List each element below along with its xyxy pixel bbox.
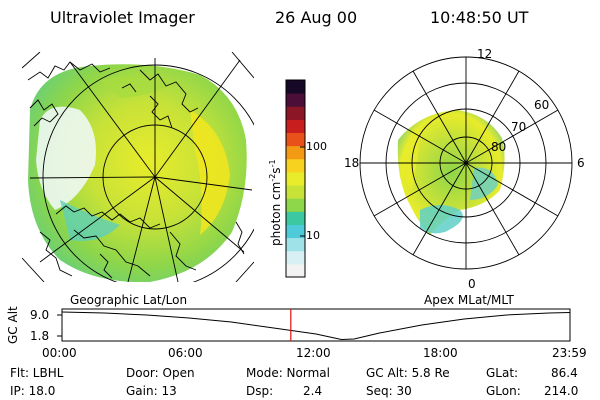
color-bar-ticks	[300, 146, 305, 237]
ip-info: IP: 18.0	[10, 384, 56, 398]
aurora-image-left	[28, 64, 247, 282]
colorbar-swatch	[286, 211, 305, 225]
mlt-label-0: 0	[468, 277, 476, 291]
instrument-title: Ultraviolet Imager	[50, 8, 195, 27]
glon-value: 214.0	[544, 384, 579, 398]
mlat-label-70: 70	[511, 120, 527, 134]
colorbar-swatch	[286, 106, 305, 120]
apex-caption: Apex MLat/MLT	[424, 293, 514, 307]
aurora-image-right	[397, 110, 505, 235]
colorbar-tick-100: 100	[306, 140, 327, 153]
geographic-caption: Geographic Lat/Lon	[70, 293, 188, 307]
date-label: 26 Aug 00	[275, 8, 358, 27]
door-info: Door: Open	[126, 366, 195, 380]
dsp-value: 2.4	[303, 384, 323, 398]
y-tick-1-8: 1.8	[30, 329, 50, 343]
mlt-label-12: 12	[477, 47, 493, 61]
mlat-label-60: 60	[534, 98, 550, 112]
y-tick-9: 9.0	[30, 308, 50, 322]
x-tick-0600: 06:00	[168, 346, 203, 360]
colorbar-frame	[285, 79, 306, 278]
colorbar-swatch	[286, 185, 305, 199]
colorbar-swatch	[286, 224, 305, 239]
altitude-timeline	[57, 308, 571, 342]
colorbar-unit-label: photon cm-2s-1	[268, 159, 283, 246]
frame-corners	[22, 52, 254, 282]
color-bar	[285, 79, 306, 278]
colorbar-swatch	[286, 237, 305, 252]
x-tick-1800: 18:00	[423, 346, 458, 360]
glat-value: 86.4	[551, 366, 578, 380]
coastlines	[27, 61, 245, 279]
colorbar-swatch	[286, 250, 305, 265]
altitude-curve	[61, 311, 571, 341]
lat-lon-grid	[29, 58, 254, 282]
colorbar-swatch	[286, 93, 305, 107]
mlat-label-80: 80	[491, 140, 507, 154]
apex-polar-panel	[359, 56, 573, 270]
dsp-label: Dsp:	[246, 384, 274, 398]
mode-info: Mode: Normal	[246, 366, 330, 380]
filter-info: Flt: LBHL	[10, 366, 64, 380]
gc-alt-info: GC Alt: 5.8 Re	[366, 366, 450, 380]
colorbar-swatch	[286, 171, 305, 186]
colorbar-swatch	[286, 132, 305, 147]
mlat-mlt-grid	[359, 56, 573, 270]
gain-info: Gain: 13	[126, 384, 177, 398]
time-label: 10:48:50 UT	[430, 8, 529, 27]
mlt-label-18: 18	[344, 156, 360, 170]
colorbar-swatch	[286, 145, 305, 160]
colorbar-tick-10: 10	[306, 229, 320, 242]
geographic-map-panel	[22, 52, 254, 282]
seq-info: Seq: 30	[366, 384, 412, 398]
colorbar-swatch	[286, 263, 305, 278]
colorbar-swatch	[286, 198, 305, 212]
colorbar-swatch	[286, 80, 305, 94]
glat-label: GLat:	[486, 366, 519, 380]
x-tick-1200: 12:00	[296, 346, 331, 360]
colorbar-swatch	[286, 158, 305, 173]
gc-alt-axis-label: GC Alt	[6, 306, 20, 344]
colorbar-swatch	[286, 119, 305, 134]
mlt-label-6: 6	[577, 156, 585, 170]
x-tick-2359: 23:59	[552, 346, 587, 360]
glon-label: GLon:	[486, 384, 521, 398]
x-tick-0000: 00:00	[42, 346, 77, 360]
